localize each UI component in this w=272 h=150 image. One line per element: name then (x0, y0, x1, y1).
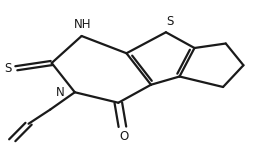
Text: S: S (166, 15, 174, 28)
Text: O: O (119, 130, 128, 143)
Text: S: S (4, 62, 12, 75)
Text: NH: NH (74, 18, 92, 30)
Text: N: N (55, 86, 64, 99)
